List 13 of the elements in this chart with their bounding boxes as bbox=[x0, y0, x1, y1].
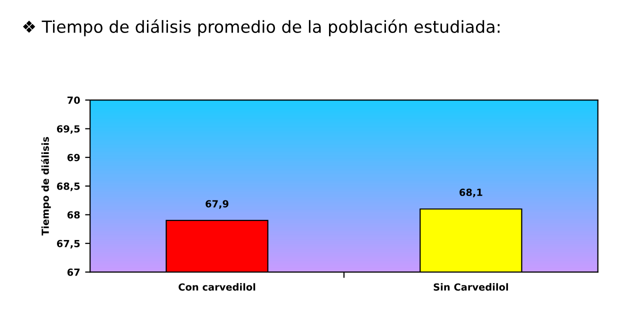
x-tick-label: Sin Carvedilol bbox=[434, 283, 508, 291]
y-tick-label: 69,5 bbox=[56, 125, 80, 134]
y-tick-label: 68 bbox=[67, 211, 80, 219]
y-tick-label: 69 bbox=[67, 154, 80, 162]
y-tick-label: 68,5 bbox=[56, 182, 80, 192]
y-tick-label: 67,5 bbox=[56, 240, 80, 248]
x-tick-label: Con carvedilol bbox=[178, 283, 256, 291]
chart-title: ❖ Tiempo de diálisis promedio de la población estudiada: bbox=[22, 19, 500, 36]
data-label: 68,1 bbox=[460, 188, 482, 198]
y-axis-title: Tiempo de diálisis bbox=[41, 136, 51, 236]
y-tick-label: 70 bbox=[67, 96, 80, 104]
y-tick-label: 67 bbox=[67, 268, 80, 276]
data-label: 67,9 bbox=[206, 200, 228, 209]
